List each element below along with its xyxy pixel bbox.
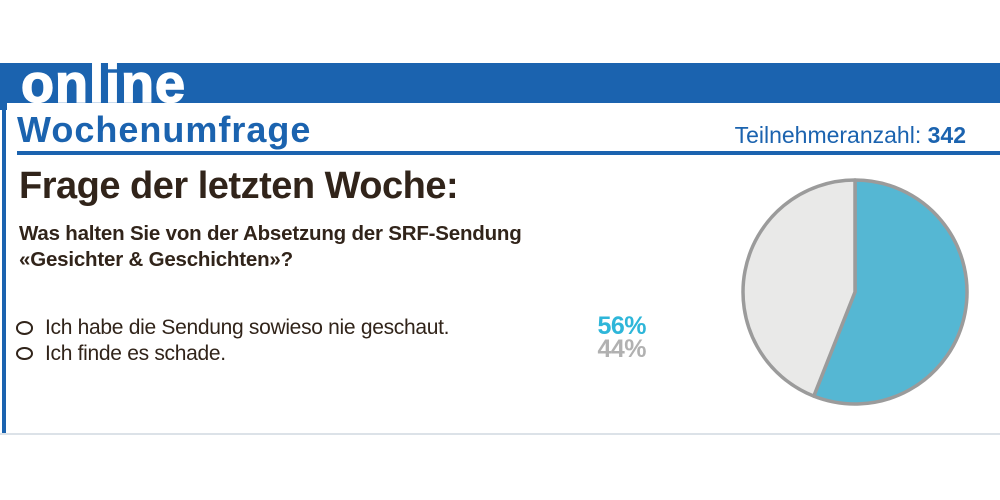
participants-value: 342 (927, 122, 966, 148)
participants-label: Teilnehmeranzahl: (734, 122, 922, 148)
results-pie-chart (735, 172, 975, 412)
option-percent: 56% (597, 312, 646, 340)
radio-circle-icon[interactable] (16, 346, 33, 360)
pie-slice-0 (812, 178, 969, 406)
radio-circle-icon[interactable] (16, 321, 33, 335)
question-line-2: «Gesichter & Geschichten»? (19, 248, 293, 271)
question-heading: Frage der letzten Woche: (19, 165, 459, 207)
question-text: Was halten Sie von der Absetzung der SRF… (19, 221, 522, 273)
poll-option[interactable]: Ich finde es schade. (16, 341, 656, 367)
participants-count: Teilnehmeranzahl: 342 (735, 122, 966, 148)
poll-title: Wochenumfrage (17, 109, 312, 150)
title-underline (17, 151, 1000, 155)
masthead-banner (0, 63, 1000, 110)
question-line-1: Was halten Sie von der Absetzung der SRF… (19, 222, 522, 245)
left-accent-border (2, 63, 6, 434)
pie-slice-1 (741, 178, 857, 398)
poll-option[interactable]: Ich habe die Sendung sowieso nie geschau… (16, 315, 656, 341)
online-logo: online (20, 54, 186, 114)
pie-svg (741, 178, 969, 406)
options-list: Ich habe die Sendung sowieso nie geschau… (16, 315, 656, 366)
option-label: Ich finde es schade. (45, 341, 226, 365)
option-label: Ich habe die Sendung sowieso nie geschau… (45, 316, 450, 340)
option-percent: 44% (597, 334, 646, 363)
bottom-divider (0, 433, 1000, 435)
